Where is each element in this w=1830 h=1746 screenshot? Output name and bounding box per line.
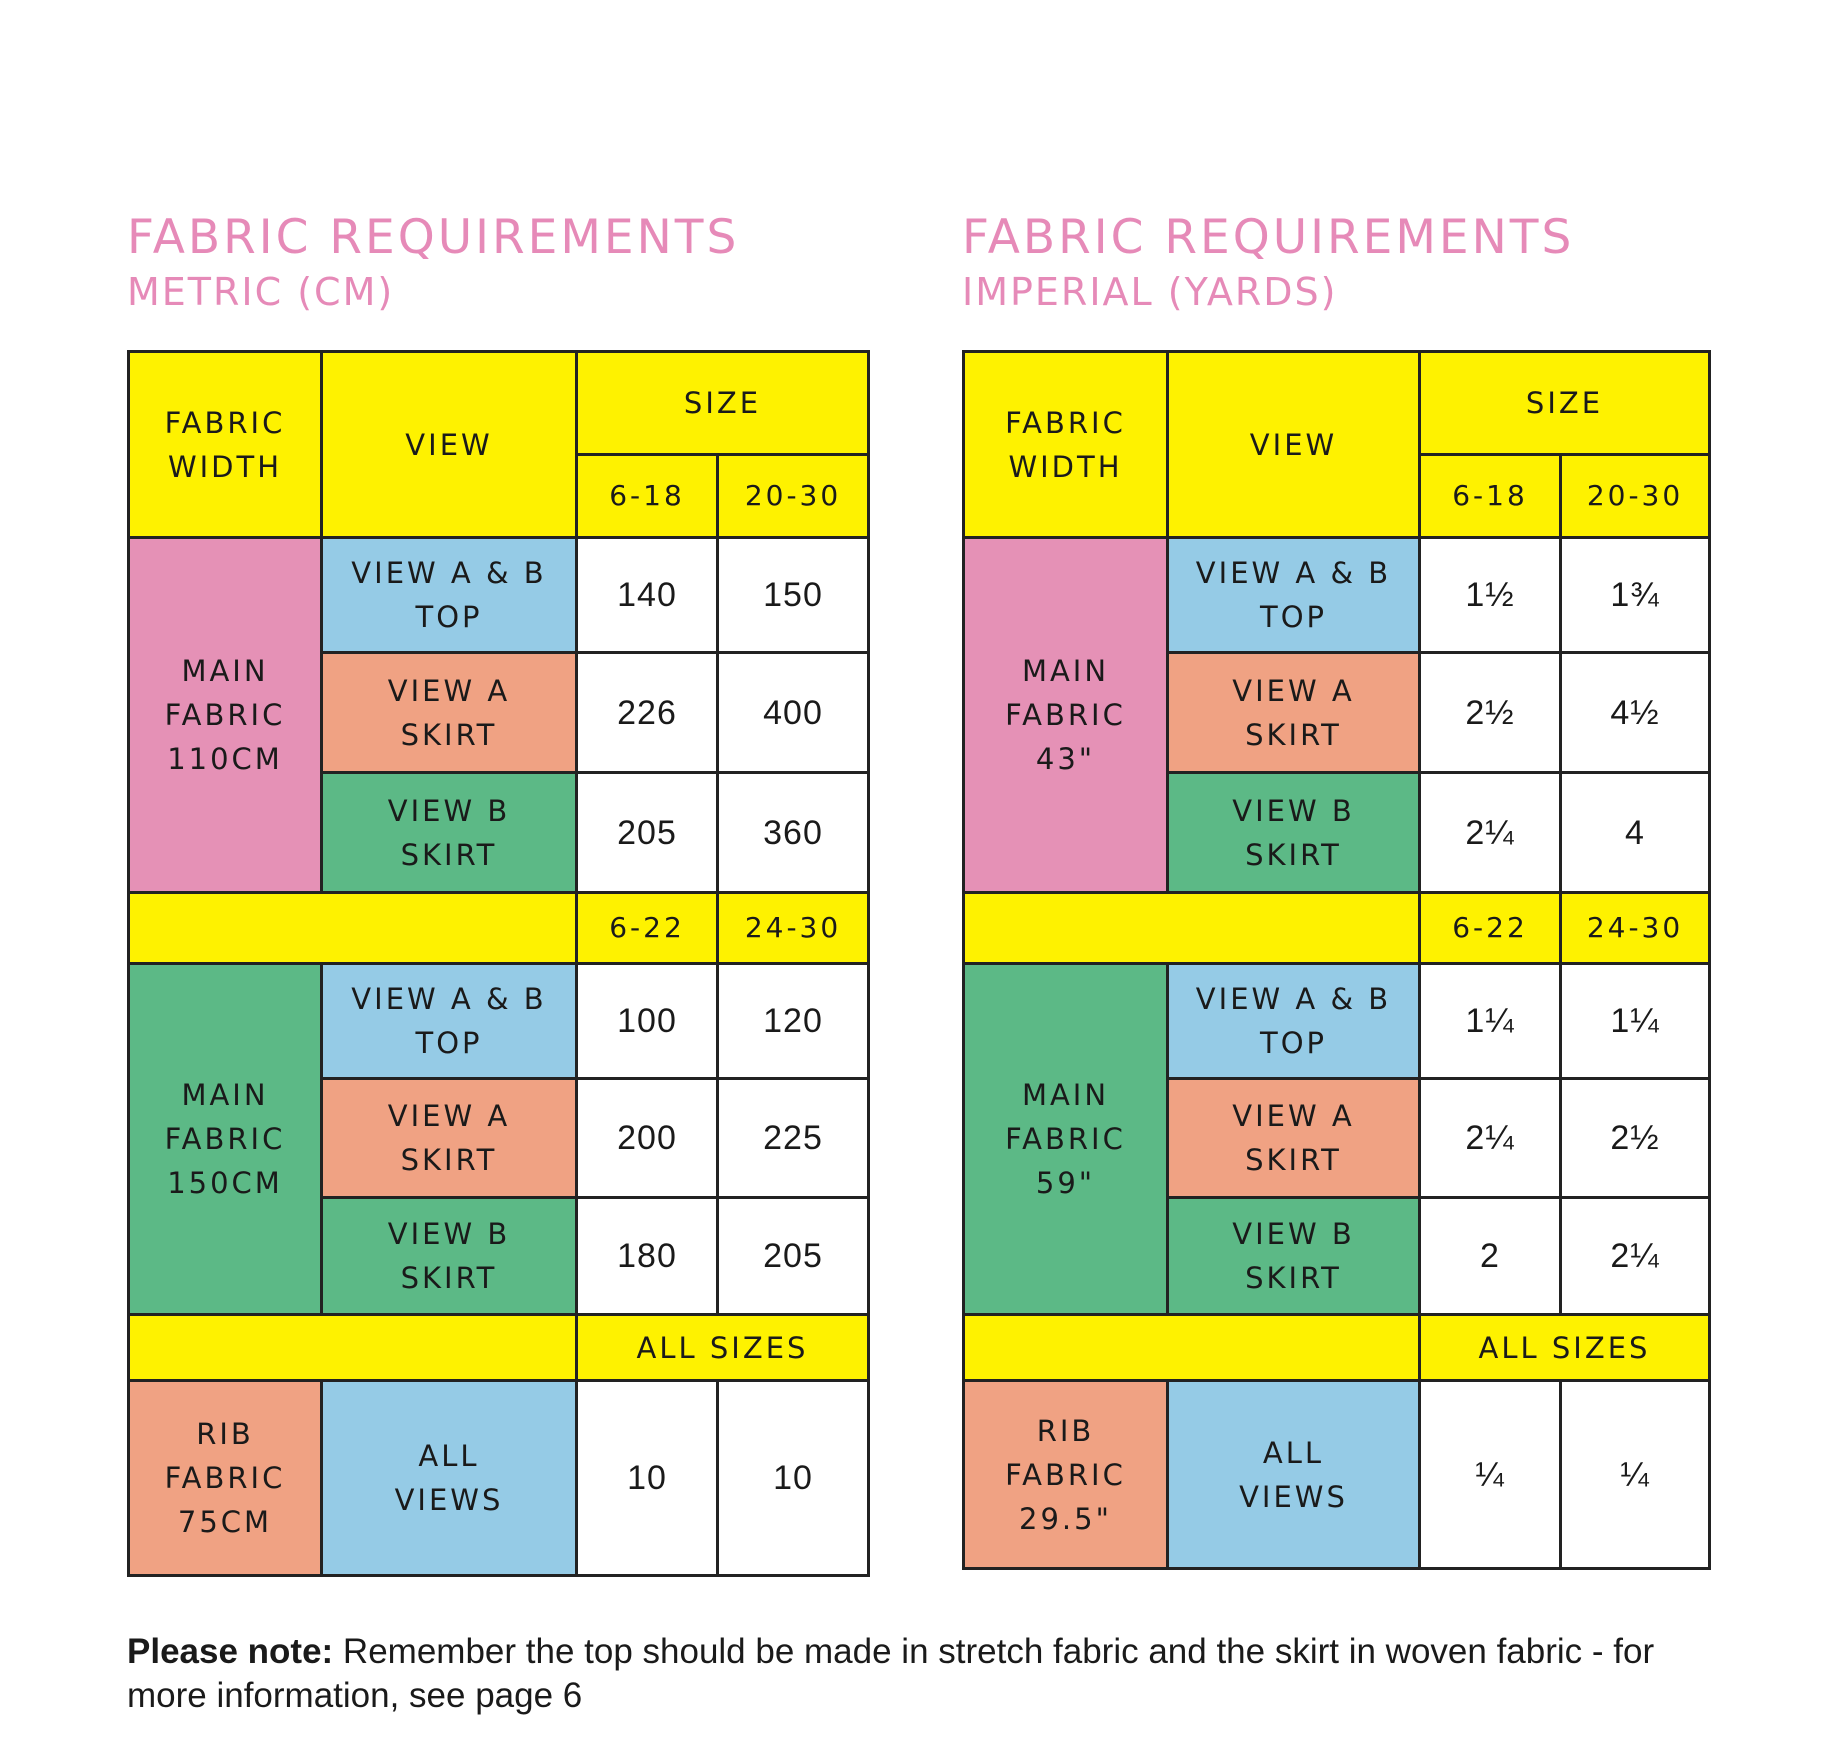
size-header: SIZE — [1418, 350, 1711, 456]
value-cell: 2½ — [1559, 1077, 1711, 1199]
imperial-section: FABRIC REQUIREMENTS IMPERIAL (YARDS) FAB… — [962, 210, 1711, 1570]
view-cell: VIEW A SKIRT — [1166, 1077, 1421, 1199]
value-cell: 2¼ — [1418, 1077, 1562, 1199]
view-cell: VIEW A SKIRT — [320, 1077, 578, 1199]
value-cell: ¼ — [1559, 1379, 1711, 1570]
value-cell: 4½ — [1559, 651, 1711, 774]
view-cell: VIEW A & B TOP — [1166, 962, 1421, 1080]
size-range-header: 20-30 — [716, 453, 870, 539]
value-cell: 1¼ — [1559, 962, 1711, 1080]
view-cell: VIEW B SKIRT — [1166, 1196, 1421, 1316]
spacer-cell — [127, 891, 578, 965]
view-cell: ALL VIEWS — [320, 1379, 578, 1577]
value-cell: 150 — [716, 536, 870, 654]
value-cell: 1¾ — [1559, 536, 1711, 654]
value-cell: 1¼ — [1418, 962, 1562, 1080]
view-cell: VIEW A SKIRT — [1166, 651, 1421, 774]
spacer-cell — [962, 891, 1421, 965]
fabric-width-header: FABRIC WIDTH — [962, 350, 1169, 539]
size-range-header: 24-30 — [1559, 891, 1711, 965]
imperial-subtitle: IMPERIAL (YARDS) — [962, 270, 1338, 314]
footnote-text: Remember the top should be made in stret… — [127, 1632, 1655, 1715]
value-cell: 2½ — [1418, 651, 1562, 774]
value-cell: 4 — [1559, 771, 1711, 894]
fabric-width-cell: MAIN FABRIC 59" — [962, 962, 1169, 1316]
metric-title: FABRIC REQUIREMENTS — [127, 210, 740, 265]
value-cell: 180 — [575, 1196, 719, 1316]
imperial-title: FABRIC REQUIREMENTS — [962, 210, 1575, 265]
value-cell: ¼ — [1418, 1379, 1562, 1570]
value-cell: 2 — [1418, 1196, 1562, 1316]
spacer-cell — [127, 1313, 578, 1382]
value-cell: 200 — [575, 1077, 719, 1199]
size-range-header: 6-22 — [575, 891, 719, 965]
value-cell: 140 — [575, 536, 719, 654]
spacer-cell — [962, 1313, 1421, 1382]
size-range-header: 20-30 — [1559, 453, 1711, 539]
view-cell: ALL VIEWS — [1166, 1379, 1421, 1570]
view-cell: VIEW B SKIRT — [320, 771, 578, 894]
size-range-header: 6-18 — [575, 453, 719, 539]
size-header: SIZE — [575, 350, 870, 456]
value-cell: 1½ — [1418, 536, 1562, 654]
value-cell: 100 — [575, 962, 719, 1080]
value-cell: 205 — [716, 1196, 870, 1316]
imperial-table: FABRIC WIDTH VIEW SIZE 6-18 20-30 MAIN F… — [962, 350, 1711, 1570]
view-cell: VIEW A & B TOP — [1166, 536, 1421, 654]
view-cell: VIEW A & B TOP — [320, 962, 578, 1080]
value-cell: 225 — [716, 1077, 870, 1199]
all-sizes-header: ALL SIZES — [1418, 1313, 1711, 1382]
view-header: VIEW — [1166, 350, 1421, 539]
size-range-header: 6-22 — [1418, 891, 1562, 965]
value-cell: 2¼ — [1559, 1196, 1711, 1316]
fabric-width-cell: MAIN FABRIC 150CM — [127, 962, 323, 1316]
view-cell: VIEW A SKIRT — [320, 651, 578, 774]
value-cell: 226 — [575, 651, 719, 774]
size-range-header: 24-30 — [716, 891, 870, 965]
footnote-label: Please note: — [127, 1632, 334, 1671]
metric-subtitle: METRIC (CM) — [127, 270, 395, 314]
all-sizes-header: ALL SIZES — [575, 1313, 870, 1382]
metric-table: FABRIC WIDTH VIEW SIZE 6-18 20-30 MAIN F… — [127, 350, 870, 1577]
fabric-width-cell: MAIN FABRIC 110CM — [127, 536, 323, 894]
value-cell: 205 — [575, 771, 719, 894]
value-cell: 2¼ — [1418, 771, 1562, 894]
value-cell: 400 — [716, 651, 870, 774]
value-cell: 360 — [716, 771, 870, 894]
size-range-header: 6-18 — [1418, 453, 1562, 539]
view-header: VIEW — [320, 350, 578, 539]
value-cell: 10 — [575, 1379, 719, 1577]
view-cell: VIEW A & B TOP — [320, 536, 578, 654]
value-cell: 10 — [716, 1379, 870, 1577]
value-cell: 120 — [716, 962, 870, 1080]
fabric-width-cell: RIB FABRIC 75CM — [127, 1379, 323, 1577]
view-cell: VIEW B SKIRT — [1166, 771, 1421, 894]
fabric-width-header: FABRIC WIDTH — [127, 350, 323, 539]
fabric-width-cell: MAIN FABRIC 43" — [962, 536, 1169, 894]
fabric-width-cell: RIB FABRIC 29.5" — [962, 1379, 1169, 1570]
metric-section: FABRIC REQUIREMENTS METRIC (CM) FABRIC W… — [127, 210, 870, 1577]
footnote: Please note: Remember the top should be … — [127, 1630, 1727, 1718]
view-cell: VIEW B SKIRT — [320, 1196, 578, 1316]
